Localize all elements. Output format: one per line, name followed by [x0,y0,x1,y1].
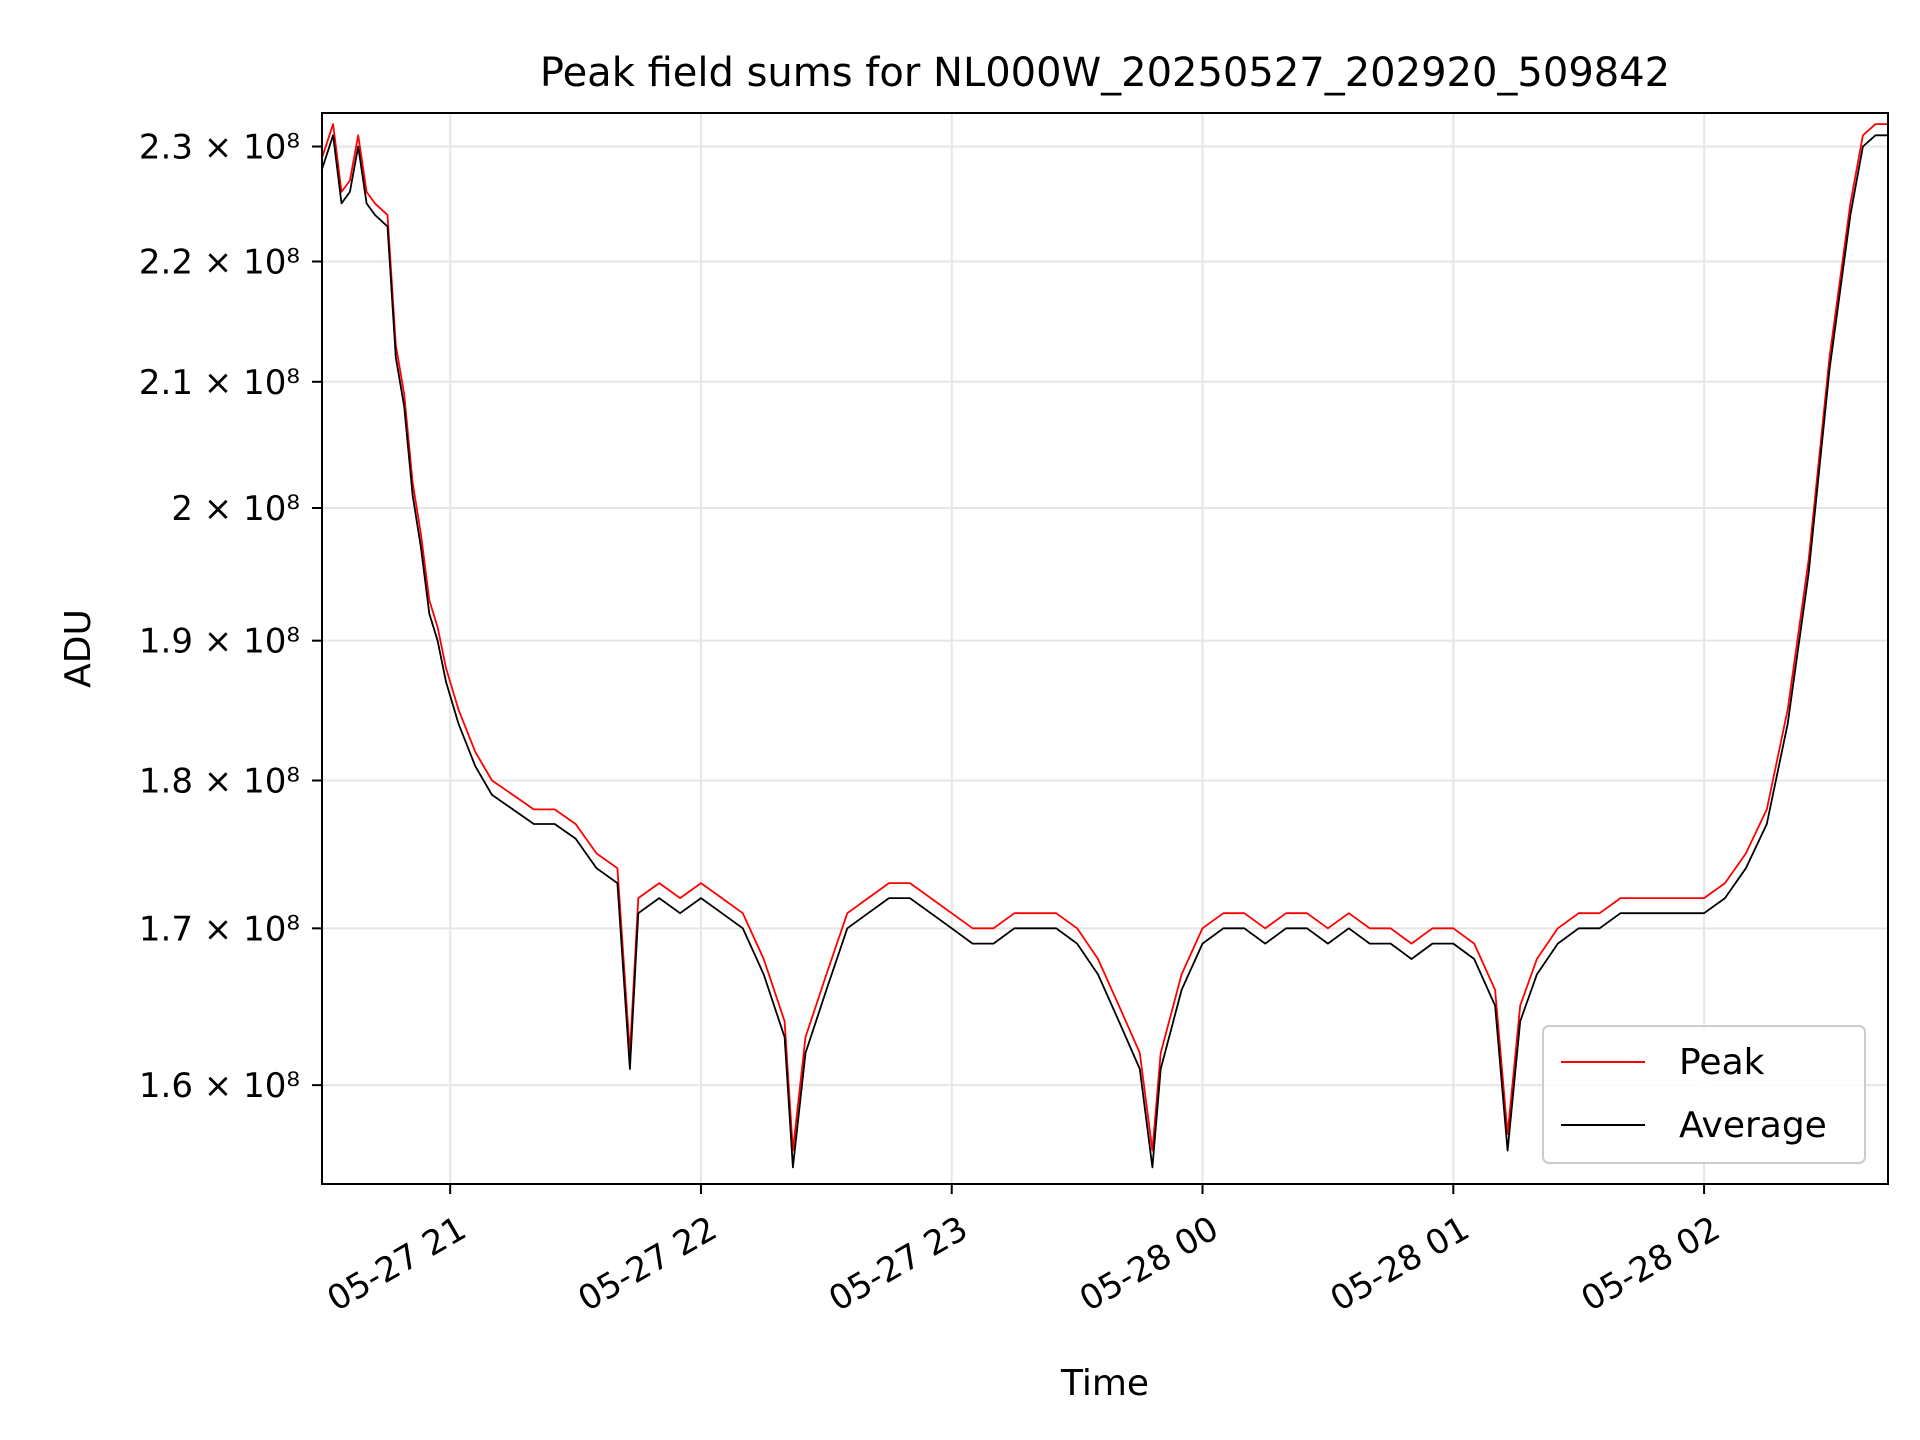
chart-title: Peak field sums for NL000W_20250527_2029… [540,50,1670,96]
legend-label-average: Average [1679,1105,1827,1146]
legend-box [1542,1025,1866,1164]
legend: Peak Average [1542,1025,1866,1164]
y-tick-label: 1.7 × 10⁸ [139,909,300,949]
y-tick-label: 2.2 × 10⁸ [139,242,300,282]
y-tick-label: 1.9 × 10⁸ [139,622,300,662]
y-axis-label: ADU [58,609,99,688]
y-tick-label: 1.6 × 10⁸ [139,1066,300,1106]
y-tick-label: 2.1 × 10⁸ [139,363,300,403]
series-line-average [321,134,1888,1169]
plot-frame [321,112,1889,1185]
y-tick-label: 2 × 10⁸ [171,489,300,529]
x-axis-label: Time [1060,1363,1149,1404]
y-tick-label: 1.8 × 10⁸ [139,762,300,802]
y-tick-label: 2.3 × 10⁸ [139,128,300,168]
series-line-peak [321,123,1888,1152]
grid-layer [322,113,1888,1184]
legend-label-peak: Peak [1679,1042,1765,1083]
series-layer [321,123,1888,1169]
